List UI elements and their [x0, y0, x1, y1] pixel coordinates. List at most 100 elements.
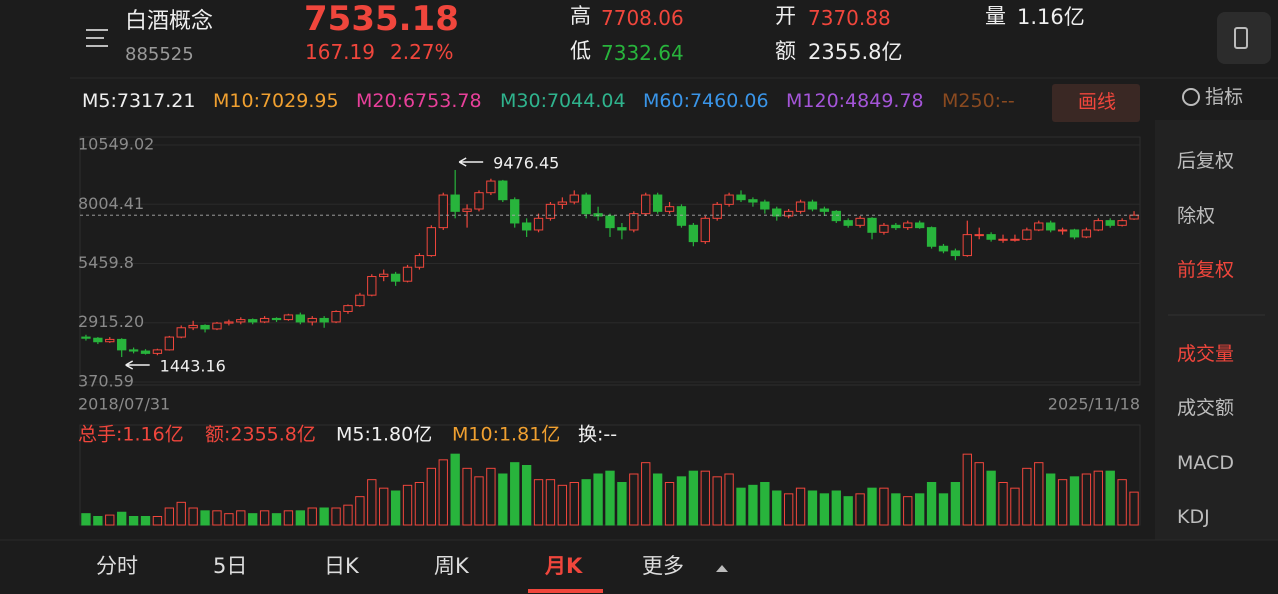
tab[interactable]: 更多: [642, 554, 684, 578]
volume-bar: [545, 479, 556, 526]
x-tick-label: 2018/07/31: [78, 395, 170, 414]
sidebar-item[interactable]: 成交量: [1177, 343, 1235, 365]
sidebar-item[interactable]: KDJ: [1177, 506, 1210, 528]
draw-button[interactable]: [1052, 84, 1140, 122]
volume-bar: [462, 467, 472, 526]
volume-bar: [1046, 473, 1056, 526]
price: 7535.18: [304, 0, 459, 39]
candle-body: [688, 224, 699, 243]
tab[interactable]: 月K: [545, 554, 583, 578]
more-arrow[interactable]: [716, 565, 728, 572]
y-tick-label: 10549.02: [78, 135, 154, 154]
device-button[interactable]: [1217, 12, 1271, 64]
volume-bar: [1010, 487, 1020, 526]
high: 7708.06: [601, 6, 684, 30]
volume-bar: [962, 453, 972, 526]
candle-body: [938, 245, 949, 252]
tab[interactable]: 5日: [213, 554, 248, 578]
volume-bar: [474, 476, 484, 526]
candle-body: [712, 203, 722, 219]
volume-bar: [105, 514, 115, 526]
indicator-icon: [1182, 88, 1200, 106]
annotation: 1443.16: [160, 357, 226, 376]
candle-body: [259, 317, 270, 323]
volume-bar: [664, 482, 675, 526]
amount-label: 额: [775, 39, 796, 63]
volume-legend: M5:1.80亿: [336, 424, 432, 446]
volume-bar: [390, 490, 401, 526]
volume-bar: [140, 516, 151, 526]
draw-button-label[interactable]: 画线: [1078, 91, 1117, 113]
volume-bar: [629, 473, 639, 526]
volume: 1.16亿: [1017, 5, 1085, 29]
volume-bar: [938, 493, 949, 526]
candle-body: [641, 194, 651, 215]
candle-body: [914, 222, 925, 229]
ma-legend: M30:7044.04: [500, 90, 626, 112]
candle-body: [390, 273, 401, 282]
volume-bar: [783, 493, 794, 526]
tab[interactable]: 周K: [434, 554, 469, 578]
candle-body: [462, 208, 472, 212]
candle-body: [295, 314, 306, 323]
candle-body: [855, 217, 865, 226]
volume-bar: [926, 482, 937, 526]
candle-body: [271, 317, 282, 321]
sidebar-item[interactable]: MACD: [1177, 452, 1234, 474]
candle-body: [1022, 229, 1032, 240]
candle-body: [605, 215, 615, 229]
annotation: 9476.45: [493, 153, 559, 172]
volume-bar: [1105, 470, 1115, 526]
volume-bar: [1129, 491, 1139, 526]
volume-bar: [795, 487, 806, 526]
candle-body: [117, 338, 127, 351]
stock-name: 白酒概念: [125, 9, 214, 34]
volume-bar: [1034, 462, 1044, 526]
ma-legend: M5:7317.21: [82, 90, 196, 112]
candle-body: [962, 234, 972, 257]
volume-bar: [188, 507, 198, 526]
volume-bar: [81, 513, 91, 526]
volume-bar: [438, 459, 448, 526]
indicator-label[interactable]: 指标: [1205, 86, 1244, 108]
ma-legend: M10:7029.95: [213, 90, 339, 112]
open: 7370.88: [808, 6, 891, 30]
candle-body: [212, 322, 222, 330]
volume-bar: [998, 482, 1008, 526]
sidebar-item[interactable]: 后复权: [1177, 150, 1235, 172]
candle-body: [438, 194, 448, 229]
candle-body: [450, 194, 460, 212]
candle-body: [700, 217, 710, 243]
change-pct: 2.27%: [390, 40, 454, 64]
candle-body: [569, 194, 579, 203]
candle-body: [950, 250, 961, 257]
candle-body: [402, 266, 413, 282]
volume-bar: [93, 516, 103, 526]
volume-bar: [807, 490, 818, 526]
candle-body: [319, 317, 329, 323]
candle-body: [807, 201, 818, 210]
menu-icon[interactable]: [86, 29, 108, 47]
sidebar-item[interactable]: 前复权: [1177, 259, 1235, 281]
volume-legend: 额:2355.8亿: [205, 424, 316, 446]
volume-bar: [819, 493, 830, 526]
candle-body: [879, 224, 889, 233]
volume-bar: [224, 513, 234, 526]
tab[interactable]: 分时: [96, 554, 138, 578]
candle-body: [283, 314, 294, 321]
volume-bar: [986, 470, 996, 526]
sidebar-item[interactable]: 除权: [1177, 205, 1216, 227]
volume-bar: [450, 453, 460, 526]
candle-body: [474, 192, 484, 210]
tab[interactable]: 日K: [324, 554, 359, 578]
sidebar-item[interactable]: 成交额: [1177, 397, 1235, 419]
change: 167.19: [305, 40, 375, 64]
candle-body: [581, 194, 591, 215]
candle-body: [1117, 220, 1127, 226]
volume-bar: [569, 482, 579, 526]
candle-body: [379, 273, 389, 278]
volume-bar: [760, 482, 770, 526]
candle-body: [748, 199, 758, 203]
volume-bar: [581, 479, 591, 526]
candle-body: [414, 255, 425, 268]
